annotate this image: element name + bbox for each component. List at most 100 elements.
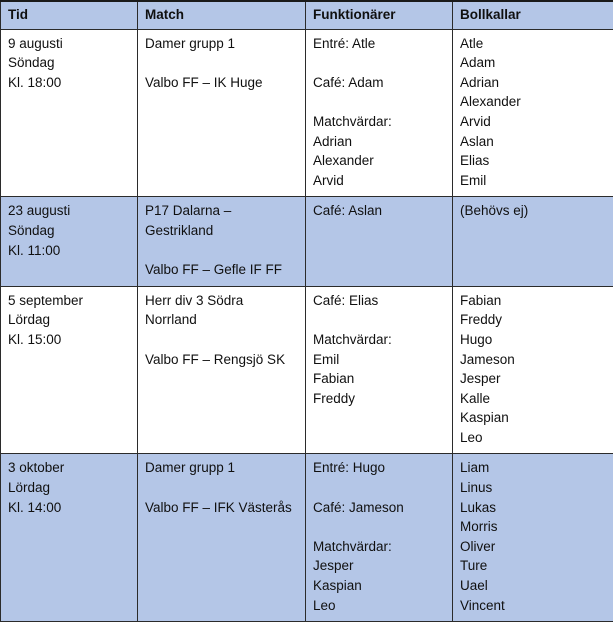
table-header: Tid Match Funktionärer Bollkallar [1, 1, 613, 29]
cell-match: Damer grupp 1 Valbo FF – IFK Västerås [138, 454, 306, 622]
cell-line: Damer grupp 1 [145, 458, 298, 478]
cell-line: Alexander [460, 92, 606, 112]
cell-line: Café: Elias [313, 291, 445, 311]
cell-line: Café: Jameson [313, 498, 445, 518]
table-header-row: Tid Match Funktionärer Bollkallar [1, 1, 613, 29]
cell-line: Café: Adam [313, 73, 445, 93]
cell-line: Kl. 18:00 [8, 73, 130, 93]
cell-line-spacer [313, 53, 445, 73]
cell-line-spacer [313, 92, 445, 112]
column-header-funktionarer: Funktionärer [306, 1, 453, 29]
cell-line: Matchvärdar: [313, 537, 445, 557]
cell-line: Café: Aslan [313, 201, 445, 221]
cell-line: Kalle [460, 389, 606, 409]
cell-line: Entré: Atle [313, 34, 445, 54]
cell-line: 5 september [8, 291, 130, 311]
cell-line: Lukas [460, 498, 606, 518]
cell-line: 3 oktober [8, 458, 130, 478]
cell-line: Kl. 14:00 [8, 498, 130, 518]
cell-line: Söndag [8, 221, 130, 241]
cell-line: Kl. 15:00 [8, 330, 130, 350]
cell-line: Jesper [460, 369, 606, 389]
cell-line-spacer [145, 53, 298, 73]
cell-line: Fabian [460, 291, 606, 311]
cell-line-spacer [313, 310, 445, 330]
cell-line: Linus [460, 478, 606, 498]
cell-line-spacer [145, 330, 298, 350]
cell-line: 23 augusti [8, 201, 130, 221]
cell-line: Emil [313, 350, 445, 370]
cell-line: Matchvärdar: [313, 112, 445, 132]
cell-line: Liam [460, 458, 606, 478]
cell-line: Jesper [313, 556, 445, 576]
cell-line: Jameson [460, 350, 606, 370]
cell-line: Valbo FF – Gefle IF FF [145, 260, 298, 280]
cell-line: Fabian [313, 369, 445, 389]
cell-line: Morris [460, 517, 606, 537]
cell-line: Arvid [313, 171, 445, 191]
cell-line: Söndag [8, 53, 130, 73]
cell-line: Hugo [460, 330, 606, 350]
cell-line: Kaspian [460, 408, 606, 428]
column-header-match: Match [138, 1, 306, 29]
column-header-tid: Tid [1, 1, 138, 29]
cell-line-spacer [145, 478, 298, 498]
cell-line: Entré: Hugo [313, 458, 445, 478]
cell-line: (Behövs ej) [460, 201, 606, 221]
cell-line: Damer grupp 1 [145, 34, 298, 54]
cell-line: Herr div 3 Södra [145, 291, 298, 311]
cell-line: Elias [460, 151, 606, 171]
cell-line: 9 augusti [8, 34, 130, 54]
cell-line-spacer [313, 478, 445, 498]
cell-line-spacer [145, 241, 298, 261]
cell-line: Emil [460, 171, 606, 191]
cell-line: Atle [460, 34, 606, 54]
cell-line: Aslan [460, 132, 606, 152]
cell-line: Lördag [8, 310, 130, 330]
cell-line: Adrian [313, 132, 445, 152]
cell-line: Vincent [460, 596, 606, 616]
cell-match: Damer grupp 1 Valbo FF – IK Huge [138, 29, 306, 197]
column-header-bollkallar: Bollkallar [453, 1, 613, 29]
cell-line: Valbo FF – IFK Västerås [145, 498, 298, 518]
cell-line: Matchvärdar: [313, 330, 445, 350]
cell-line: Freddy [313, 389, 445, 409]
cell-line: Gestrikland [145, 221, 298, 241]
cell-line: P17 Dalarna – [145, 201, 298, 221]
cell-line: Adam [460, 53, 606, 73]
cell-bollkallar: (Behövs ej) [453, 197, 613, 286]
cell-line: Kl. 11:00 [8, 241, 130, 261]
cell-match: P17 Dalarna –Gestrikland Valbo FF – Gefle… [138, 197, 306, 286]
cell-line: Leo [460, 428, 606, 448]
cell-line: Valbo FF – IK Huge [145, 73, 298, 93]
cell-line: Adrian [460, 73, 606, 93]
cell-funktionarer: Entré: Hugo Café: Jameson Matchvärdar:Jesp… [306, 454, 453, 622]
cell-line: Leo [313, 596, 445, 616]
cell-line: Valbo FF – Rengsjö SK [145, 350, 298, 370]
cell-line: Arvid [460, 112, 606, 132]
cell-line: Uael [460, 576, 606, 596]
cell-funktionarer: Café: Aslan [306, 197, 453, 286]
cell-line: Ture [460, 556, 606, 576]
cell-line: Freddy [460, 310, 606, 330]
cell-line: Kaspian [313, 576, 445, 596]
cell-line: Alexander [313, 151, 445, 171]
cell-line-spacer [313, 517, 445, 537]
cell-line: Lördag [8, 478, 130, 498]
